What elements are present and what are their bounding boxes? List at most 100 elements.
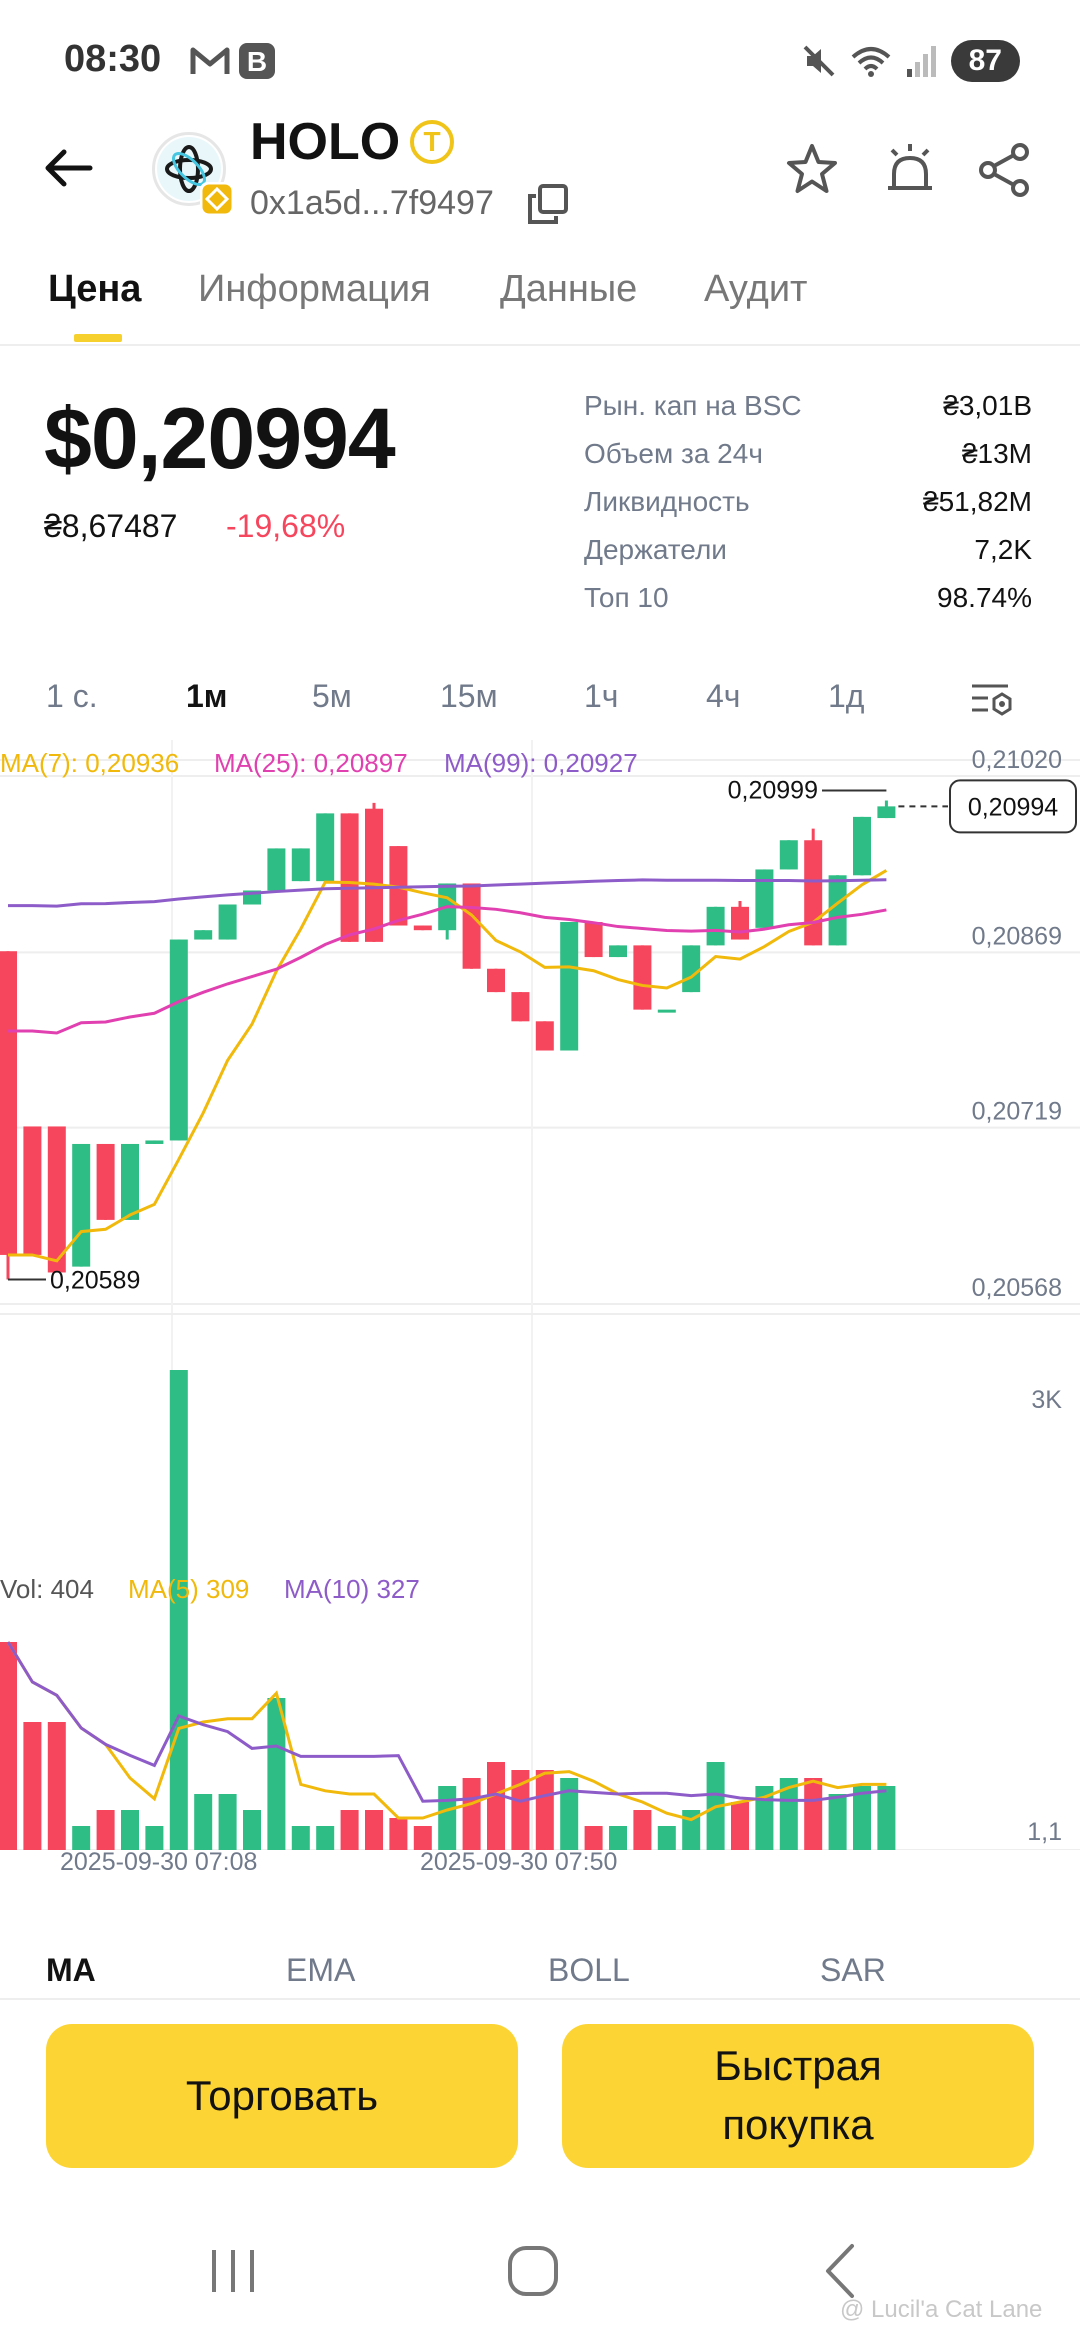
candle-body <box>755 869 774 928</box>
candle-body <box>657 1009 676 1013</box>
volume-ma5-legend: MA(5) 309 <box>128 1574 250 1604</box>
candle-body <box>365 808 383 942</box>
volume-bar <box>340 1810 359 1850</box>
volume-bar <box>853 1786 871 1850</box>
active-tab-indicator <box>74 334 122 342</box>
candle-body <box>731 906 749 940</box>
candle-body <box>609 945 627 958</box>
indicator-tab-ema[interactable]: EMA <box>286 1952 356 1988</box>
volume-bar <box>877 1786 896 1850</box>
system-back-icon[interactable] <box>806 2236 876 2306</box>
candle-body <box>96 1143 115 1220</box>
quick-buy-button[interactable]: Быстрая покупка <box>562 2024 1034 2168</box>
timeframe-15m[interactable]: 15м <box>440 678 498 714</box>
timeframe-1d[interactable]: 1д <box>828 678 865 714</box>
favorite-star-icon[interactable] <box>782 140 842 200</box>
share-icon[interactable] <box>974 140 1034 200</box>
timeframe-1h[interactable]: 1ч <box>584 678 619 714</box>
tab-audit[interactable]: Аудит <box>704 268 808 310</box>
volume-bar <box>23 1722 42 1850</box>
ma7-legend: MA(7): 0,20936 <box>0 748 180 778</box>
candle-body <box>706 906 725 946</box>
token-name: HOLO <box>250 113 401 171</box>
volume-bar <box>169 1370 188 1850</box>
timeframe-1m[interactable]: 1м <box>186 678 228 714</box>
recent-apps-icon[interactable] <box>198 2236 268 2306</box>
volume-bar <box>145 1826 164 1850</box>
bsc-chain-icon <box>200 182 234 216</box>
timeframe-1s[interactable]: 1 с. <box>46 678 98 714</box>
candle-body <box>584 922 603 958</box>
indicator-tab-boll[interactable]: BOLL <box>548 1952 630 1988</box>
timeframe-4h[interactable]: 4ч <box>706 678 741 714</box>
status-system-icons: 87 <box>801 40 1020 82</box>
high-label: 0,20999 <box>728 777 818 805</box>
candle-body <box>487 968 505 993</box>
copy-icon[interactable] <box>526 182 570 226</box>
home-icon[interactable] <box>498 2236 568 2306</box>
stat-label-market-cap: Рын. кап на BSC <box>584 390 802 421</box>
candle-body <box>194 930 213 940</box>
candle-body <box>682 945 701 993</box>
volume-bar <box>828 1794 847 1850</box>
current-price-label: 0,20994 <box>968 793 1058 821</box>
volume-bar <box>633 1810 652 1850</box>
ma25-legend: MA(25): 0,20897 <box>214 748 408 778</box>
candle-body <box>633 945 652 1010</box>
gmail-icon <box>190 47 230 74</box>
volume-ma10-legend: MA(10) 327 <box>284 1574 420 1604</box>
candle-body <box>828 875 847 946</box>
stat-label-volume: Объем за 24ч <box>584 438 763 469</box>
back-arrow-icon[interactable] <box>40 140 96 196</box>
volume-axis-label: 3K <box>1031 1386 1062 1414</box>
stat-label-top10: Топ 10 <box>584 582 669 613</box>
candle-body <box>804 840 823 946</box>
ma99-legend: MA(99): 0,20927 <box>444 748 638 778</box>
stat-value-liquidity: ₴51,82M <box>923 486 1032 517</box>
stat-value-market-cap: ₴3,01B <box>943 390 1032 421</box>
volume-legend: Vol: 404 <box>0 1574 94 1604</box>
status-notification-icons: B <box>190 42 276 80</box>
b-app-icon: B <box>239 43 275 79</box>
timeframe-5m[interactable]: 5м <box>312 678 352 714</box>
ma25-line <box>8 905 887 1035</box>
volume-bar <box>535 1770 554 1850</box>
price-alert-icon[interactable] <box>880 140 940 200</box>
candle-body <box>340 813 359 942</box>
stat-label-liquidity: Ликвидность <box>584 486 750 517</box>
volume-bar <box>389 1818 408 1850</box>
candle-body <box>853 816 871 876</box>
chart-settings-icon[interactable] <box>968 676 1016 724</box>
token-address: 0x1a5d...7f9497 <box>250 184 494 222</box>
candle-body <box>121 1143 139 1220</box>
volume-bar <box>487 1762 505 1850</box>
stat-value-top10: 98.74% <box>937 582 1032 613</box>
tab-info[interactable]: Информация <box>198 268 431 310</box>
volume-bar <box>96 1810 115 1850</box>
price-usd: $0,20994 <box>44 391 396 487</box>
volume-bar <box>413 1826 432 1850</box>
tab-price[interactable]: Цена <box>48 268 142 310</box>
candlestick-chart[interactable]: 0,21020 0,20869 0,20719 0,20568 0,20994 0,209… <box>0 740 1080 1850</box>
battery-indicator: 87 <box>950 40 1020 82</box>
candle-body <box>72 1143 91 1267</box>
volume-bar <box>194 1794 213 1850</box>
volume-bar <box>779 1778 798 1850</box>
volume-bar <box>657 1826 676 1850</box>
candle-body <box>511 992 530 1022</box>
trade-button[interactable]: Торговать <box>46 2024 518 2168</box>
signal-icon <box>906 46 936 77</box>
low-label: 0,20589 <box>50 1266 140 1294</box>
volume-bar <box>72 1826 91 1850</box>
volume-bar <box>291 1826 310 1850</box>
indicator-tab-sar[interactable]: SAR <box>820 1952 886 1988</box>
tab-data[interactable]: Данные <box>500 268 638 310</box>
volume-ma5-line <box>6 1641 887 1822</box>
indicator-divider <box>0 1998 1080 2000</box>
volume-bar <box>0 1642 17 1850</box>
volume-bar <box>584 1826 603 1850</box>
volume-bar <box>462 1778 481 1850</box>
indicator-tab-ma[interactable]: MA <box>46 1952 96 1988</box>
candle-body <box>47 1126 66 1273</box>
volume-bar <box>682 1810 701 1850</box>
